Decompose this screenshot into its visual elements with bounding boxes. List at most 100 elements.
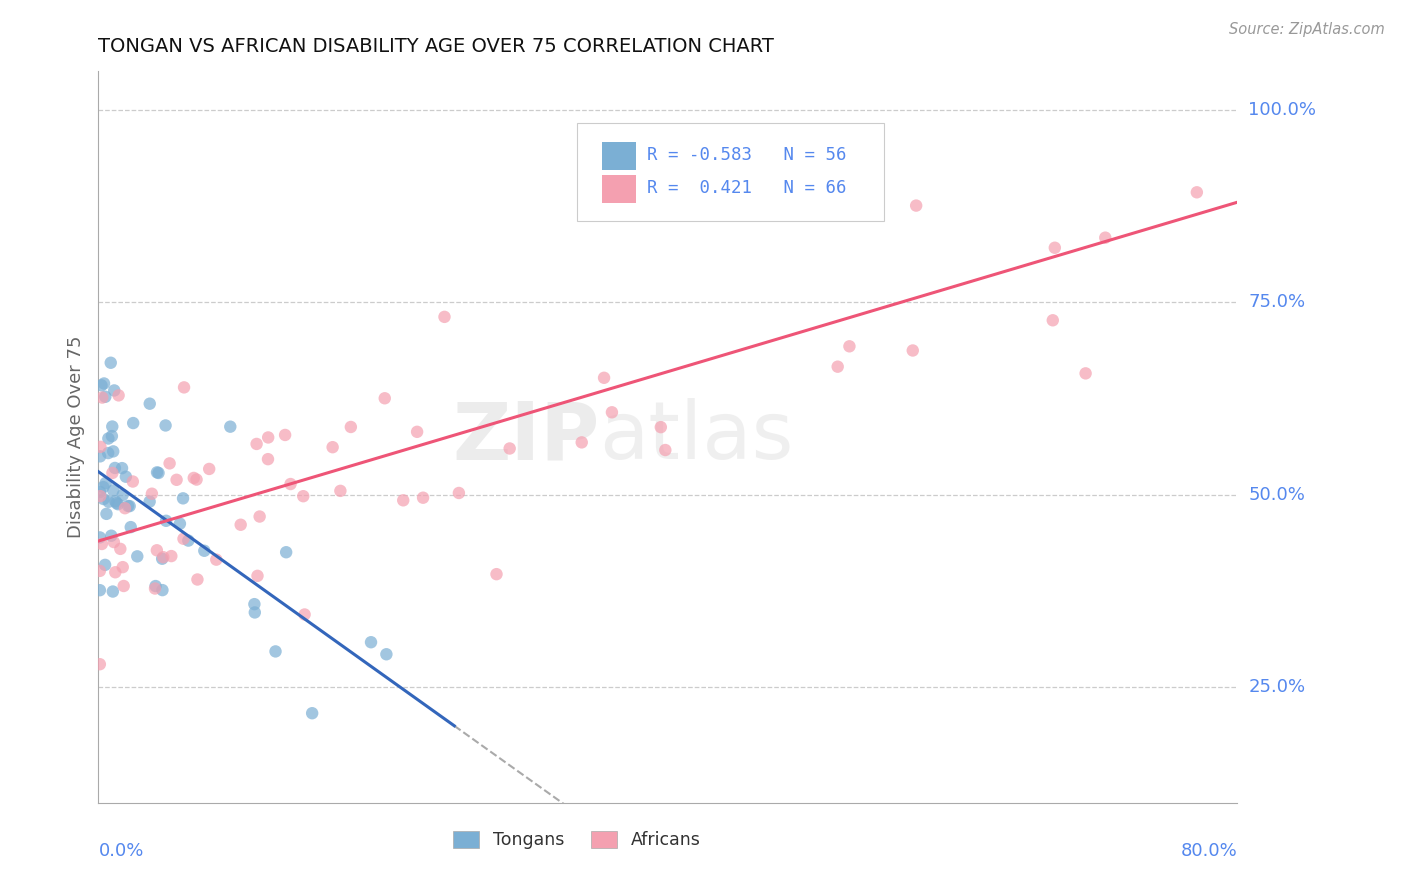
Point bbox=[276, 545, 298, 559]
Point bbox=[107, 497, 129, 511]
Point bbox=[107, 388, 129, 402]
Point bbox=[145, 579, 167, 593]
Text: 75.0%: 75.0% bbox=[1249, 293, 1306, 311]
Point bbox=[90, 537, 112, 551]
Point bbox=[155, 418, 177, 433]
Point bbox=[905, 198, 928, 212]
Point bbox=[89, 657, 111, 672]
Point bbox=[89, 583, 111, 598]
Point bbox=[172, 491, 194, 506]
Point bbox=[412, 491, 434, 505]
Point bbox=[122, 416, 145, 430]
Point bbox=[104, 566, 127, 580]
Point bbox=[838, 339, 860, 353]
Point bbox=[115, 469, 138, 483]
Point bbox=[650, 420, 672, 434]
Point bbox=[103, 444, 125, 458]
Point bbox=[219, 419, 242, 434]
Point bbox=[329, 483, 352, 498]
Point bbox=[447, 486, 470, 500]
Point bbox=[94, 390, 117, 404]
Point bbox=[375, 647, 398, 661]
Point bbox=[139, 397, 162, 411]
Point bbox=[110, 541, 132, 556]
Point bbox=[127, 549, 149, 564]
Point bbox=[89, 450, 111, 464]
Point bbox=[374, 391, 396, 405]
Point bbox=[392, 493, 415, 508]
Point bbox=[205, 552, 228, 566]
Point bbox=[138, 494, 160, 508]
Point bbox=[340, 420, 363, 434]
Point bbox=[105, 496, 128, 510]
Point bbox=[91, 480, 114, 494]
Point bbox=[173, 532, 195, 546]
Point bbox=[901, 343, 924, 358]
Point bbox=[121, 475, 143, 489]
Point bbox=[593, 371, 616, 385]
Point bbox=[100, 529, 122, 543]
Point bbox=[292, 489, 315, 503]
Point bbox=[155, 514, 177, 528]
Point bbox=[243, 597, 266, 611]
Y-axis label: Disability Age Over 75: Disability Age Over 75 bbox=[66, 335, 84, 539]
Point bbox=[257, 452, 280, 467]
Text: 0.0%: 0.0% bbox=[98, 842, 143, 860]
Point bbox=[827, 359, 849, 374]
Point bbox=[433, 310, 456, 324]
Point bbox=[571, 435, 593, 450]
Point bbox=[246, 437, 269, 451]
Point bbox=[112, 579, 135, 593]
Point bbox=[186, 473, 208, 487]
Point bbox=[146, 543, 169, 558]
Point bbox=[94, 558, 117, 572]
Point bbox=[103, 384, 125, 398]
Point bbox=[177, 533, 200, 548]
Point bbox=[100, 356, 122, 370]
Point bbox=[264, 644, 287, 658]
Point bbox=[93, 491, 115, 506]
Point bbox=[322, 440, 344, 454]
Point bbox=[90, 378, 112, 392]
Point bbox=[101, 584, 124, 599]
Point bbox=[193, 543, 215, 558]
Point bbox=[159, 456, 181, 470]
Text: atlas: atlas bbox=[599, 398, 794, 476]
Point bbox=[101, 419, 124, 434]
Point bbox=[654, 443, 676, 458]
Point bbox=[249, 509, 271, 524]
Point bbox=[117, 499, 139, 513]
Point bbox=[101, 466, 124, 480]
Point bbox=[183, 471, 205, 485]
Point bbox=[103, 535, 125, 549]
Point bbox=[406, 425, 429, 439]
Point bbox=[143, 582, 166, 596]
Point bbox=[97, 446, 120, 460]
Point bbox=[274, 428, 297, 442]
Text: 50.0%: 50.0% bbox=[1249, 486, 1305, 504]
Point bbox=[294, 607, 316, 622]
Point bbox=[1185, 186, 1208, 200]
Point bbox=[103, 483, 125, 498]
Point bbox=[152, 550, 174, 565]
Point bbox=[173, 380, 195, 394]
Point bbox=[89, 484, 111, 499]
Text: 25.0%: 25.0% bbox=[1249, 678, 1306, 697]
Point bbox=[111, 461, 134, 475]
Point bbox=[146, 466, 169, 480]
Point bbox=[94, 476, 117, 491]
Text: 100.0%: 100.0% bbox=[1249, 101, 1316, 119]
Point bbox=[96, 507, 118, 521]
Point bbox=[97, 495, 120, 509]
Point bbox=[160, 549, 183, 563]
Point bbox=[243, 606, 266, 620]
Point bbox=[101, 429, 124, 443]
Point bbox=[257, 430, 280, 444]
Point bbox=[150, 551, 173, 566]
FancyBboxPatch shape bbox=[602, 175, 636, 203]
Point bbox=[152, 583, 174, 598]
Point bbox=[89, 489, 111, 503]
Legend: Tongans, Africans: Tongans, Africans bbox=[446, 823, 707, 856]
Point bbox=[280, 477, 302, 491]
Point bbox=[111, 560, 134, 574]
